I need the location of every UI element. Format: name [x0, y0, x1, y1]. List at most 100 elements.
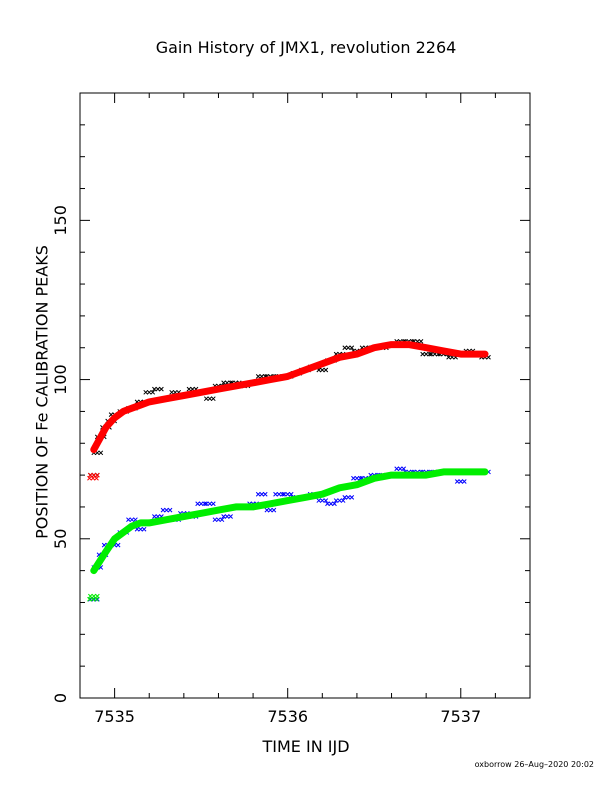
data-point-marker — [164, 507, 169, 513]
series-layer — [87, 339, 491, 602]
data-point-marker — [446, 354, 451, 360]
data-point-marker — [397, 466, 403, 472]
data-point-marker — [94, 593, 100, 599]
fit-curve-line — [90, 468, 489, 575]
data-point-marker — [420, 351, 426, 357]
data-point-marker — [328, 501, 334, 507]
data-point-marker — [87, 596, 92, 602]
data-point-marker — [262, 491, 268, 497]
data-point-marker — [273, 491, 278, 497]
data-point-marker — [268, 507, 273, 513]
data-point-marker — [316, 498, 322, 503]
data-point-marker — [87, 472, 93, 478]
data-point-marker — [203, 501, 209, 507]
data-point-marker — [150, 389, 156, 395]
x-tick-label: 7535 — [94, 707, 135, 726]
data-point-marker — [349, 495, 355, 500]
data-point-marker — [87, 593, 93, 599]
data-point-marker — [210, 396, 216, 402]
data-point-marker — [129, 517, 135, 523]
plot-frame — [79, 92, 531, 699]
data-point-marker — [271, 507, 277, 513]
data-point-marker — [345, 495, 351, 500]
data-point-marker — [228, 514, 233, 519]
data-point-marker — [159, 386, 164, 392]
data-point-marker — [198, 501, 204, 507]
data-point-marker — [323, 367, 329, 373]
data-point-marker — [219, 517, 225, 523]
data-point-marker — [169, 389, 175, 395]
data-point-marker — [333, 498, 339, 503]
data-point-marker — [155, 386, 161, 392]
data-point-marker — [212, 517, 218, 523]
data-point-marker — [427, 351, 433, 357]
credit-text: oxborrow 26–Aug–2020 20:02 — [474, 760, 594, 769]
data-point-marker — [146, 389, 152, 395]
data-point-marker — [454, 479, 460, 484]
data-point-marker — [87, 475, 92, 481]
data-point-marker — [319, 498, 325, 503]
data-point-marker — [349, 345, 355, 351]
data-point-marker — [285, 491, 291, 497]
data-point-marker — [94, 472, 100, 478]
x-tick-label: 7537 — [440, 707, 481, 726]
data-point-marker — [280, 491, 285, 497]
x-tick-label: 7536 — [267, 707, 308, 726]
y-tick-label: 100 — [51, 364, 70, 395]
data-point-marker — [91, 593, 97, 599]
data-point-marker — [216, 517, 221, 523]
chart-title: Gain History of JMX1, revolution 2264 — [155, 38, 457, 57]
data-point-marker — [202, 501, 208, 507]
data-point-marker — [255, 491, 261, 497]
data-point-marker — [98, 450, 104, 456]
data-point-marker — [288, 491, 294, 497]
data-point-marker — [224, 514, 230, 519]
data-point-marker — [340, 498, 346, 503]
data-point-marker — [276, 491, 282, 497]
data-point-marker — [345, 345, 351, 351]
data-point-marker — [337, 498, 342, 503]
data-point-marker — [167, 507, 173, 513]
data-point-marker — [423, 351, 429, 357]
data-point-marker — [221, 380, 226, 386]
data-point-marker — [195, 501, 201, 507]
data-point-marker — [394, 466, 400, 472]
data-point-marker — [264, 507, 270, 513]
data-point-marker — [143, 389, 149, 395]
data-point-marker — [138, 526, 143, 532]
data-point-marker — [91, 472, 97, 478]
data-point-marker — [115, 542, 121, 548]
y-tick-label: 50 — [51, 529, 70, 549]
data-point-marker — [458, 479, 464, 484]
y-tick-label: 150 — [51, 205, 70, 236]
data-point-marker — [207, 501, 213, 507]
data-point-marker — [461, 479, 467, 484]
data-point-marker — [428, 351, 434, 357]
x-axis-label: TIME IN IJD — [262, 737, 350, 756]
data-point-marker — [323, 498, 329, 503]
data-point-marker — [354, 475, 360, 481]
data-point-marker — [152, 386, 157, 392]
data-point-marker — [401, 466, 407, 472]
data-point-marker — [351, 475, 356, 481]
data-point-marker — [319, 367, 325, 373]
marker-group — [87, 472, 100, 481]
data-point-marker — [210, 501, 216, 507]
data-point-marker — [126, 517, 131, 523]
data-point-marker — [207, 396, 213, 402]
tick-labels: 7535 7536 7537 0 50 100 150 — [51, 205, 481, 726]
data-point-marker — [418, 339, 424, 344]
axes — [79, 92, 531, 699]
y-tick-label: 0 — [51, 693, 70, 703]
marker-group — [87, 593, 100, 602]
data-point-marker — [342, 345, 348, 351]
data-point-marker — [332, 501, 337, 507]
marker-group — [87, 466, 491, 602]
data-point-marker — [342, 495, 348, 500]
data-point-marker — [221, 514, 226, 519]
marker-group — [87, 339, 491, 478]
data-point-marker — [141, 526, 147, 532]
fit-curve-line — [90, 341, 489, 454]
data-point-marker — [203, 396, 209, 402]
